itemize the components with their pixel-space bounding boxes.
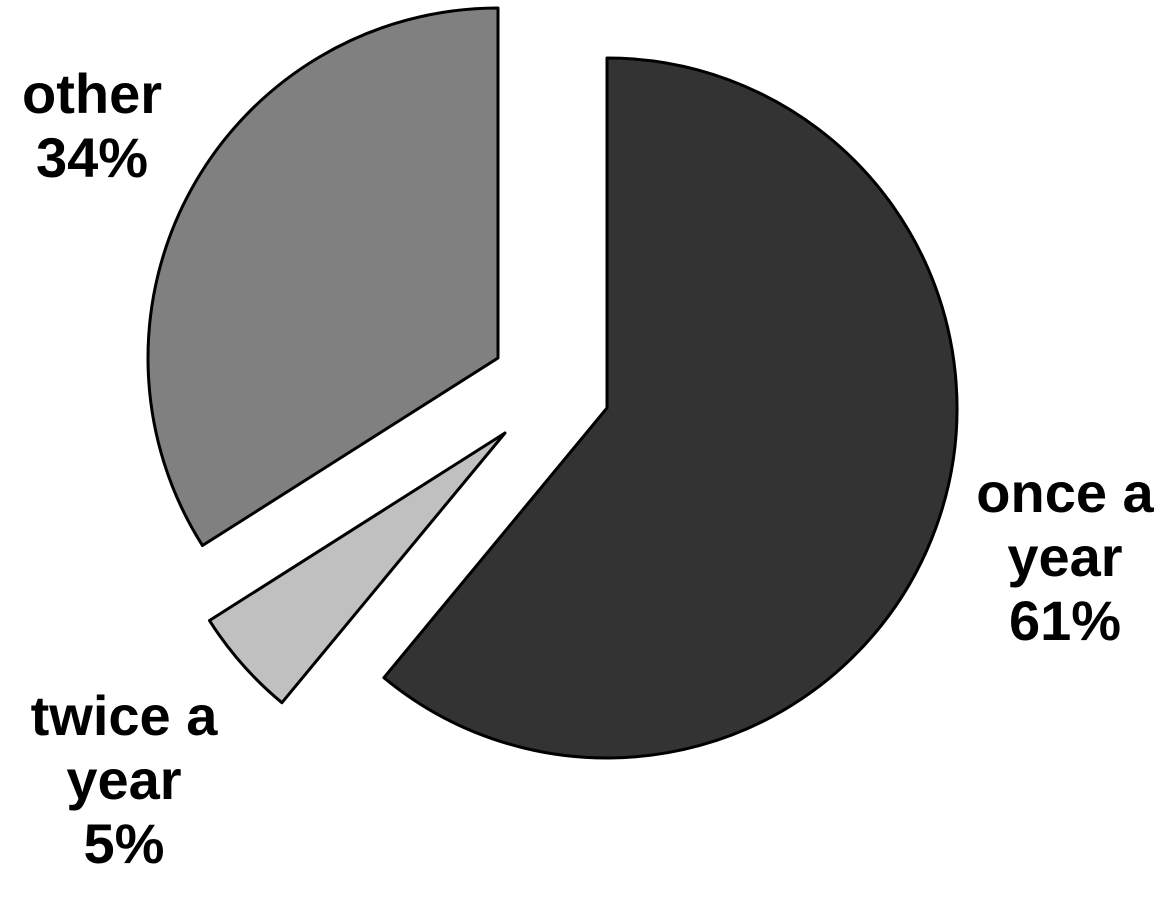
label-line: year <box>1007 525 1123 588</box>
label-line: other <box>22 62 162 125</box>
label-line: year <box>66 748 182 811</box>
label-other: other 34% <box>0 62 184 190</box>
label-line: twice a <box>30 684 218 747</box>
label-once-a-year: once a year 61% <box>960 461 1170 653</box>
slice-twice-a-year <box>207 431 507 705</box>
percent-label: 5% <box>83 812 165 875</box>
percent-label: 34% <box>35 126 149 189</box>
slice-once-a-year <box>382 56 959 760</box>
label-line: once a <box>976 461 1154 524</box>
percent-label: 61% <box>1008 589 1122 652</box>
label-twice-a-year: twice a year 5% <box>12 684 236 876</box>
slice-other <box>146 6 500 548</box>
